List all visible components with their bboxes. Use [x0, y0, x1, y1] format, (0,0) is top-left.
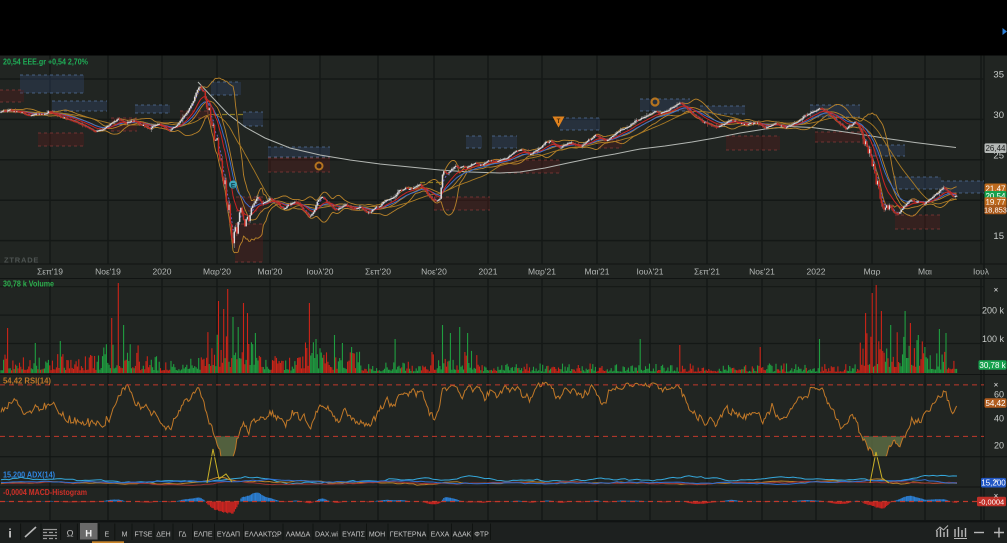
svg-text:ΦΤΡ: ΦΤΡ — [474, 532, 489, 539]
svg-text:18,853: 18,853 — [984, 206, 1007, 215]
svg-text:26,44: 26,44 — [985, 144, 1006, 153]
svg-text:Μαι'20: Μαι'20 — [258, 267, 283, 277]
svg-text:E: E — [231, 183, 236, 190]
svg-text:200 k: 200 k — [982, 305, 1005, 315]
svg-text:Νοε'19: Νοε'19 — [95, 267, 121, 277]
svg-text:Ε: Ε — [104, 532, 109, 539]
svg-text:Σεπ'21: Σεπ'21 — [694, 267, 720, 277]
svg-text:DAX.wi: DAX.wi — [315, 532, 338, 539]
svg-text:20,54: 20,54 — [985, 192, 1006, 201]
svg-text:21,47: 21,47 — [985, 184, 1006, 193]
svg-text:20: 20 — [994, 441, 1004, 451]
svg-text:Νοε'20: Νοε'20 — [421, 267, 447, 277]
svg-text:ΕΛΛΑΚΤΩΡ: ΕΛΛΑΚΤΩΡ — [244, 532, 282, 539]
svg-text:Σεπ'20: Σεπ'20 — [365, 267, 391, 277]
svg-text:60: 60 — [994, 390, 1004, 400]
svg-text:-0,0004 MACD-Histogram: -0,0004 MACD-Histogram — [3, 488, 87, 497]
svg-text:×: × — [994, 286, 999, 295]
svg-text:ZTRADE: ZTRADE — [4, 256, 39, 265]
svg-text:ΑΔΑΚ: ΑΔΑΚ — [453, 532, 472, 539]
svg-text:i: i — [8, 527, 11, 541]
svg-text:Ω: Ω — [66, 529, 73, 540]
svg-text:FTSE: FTSE — [135, 532, 153, 539]
svg-text:2021: 2021 — [479, 267, 498, 277]
svg-text:×: × — [994, 381, 999, 390]
svg-text:20,54 EEE.gr +0,54 2,70%: 20,54 EEE.gr +0,54 2,70% — [3, 57, 88, 67]
svg-text:2022: 2022 — [807, 267, 826, 277]
svg-text:ΛΑΜΔΑ: ΛΑΜΔΑ — [286, 532, 311, 539]
svg-text:Ιουλ'20: Ιουλ'20 — [306, 267, 333, 277]
svg-text:Η: Η — [85, 529, 92, 540]
svg-text:15,200: 15,200 — [981, 479, 1006, 488]
svg-text:100 k: 100 k — [982, 334, 1005, 344]
svg-text:ΕΥΑΠΣ: ΕΥΑΠΣ — [342, 532, 366, 539]
svg-text:Νοε'21: Νοε'21 — [749, 267, 775, 277]
svg-text:25: 25 — [993, 150, 1004, 161]
svg-text:Μαρ'20: Μαρ'20 — [203, 267, 231, 277]
svg-text:54,42 RSI(14): 54,42 RSI(14) — [3, 377, 51, 386]
svg-text:15,200 ADX(14): 15,200 ADX(14) — [3, 471, 55, 480]
svg-text:-0,0004: -0,0004 — [979, 498, 1004, 507]
svg-text:Ιουλ: Ιουλ — [973, 267, 990, 277]
svg-text:19,77: 19,77 — [985, 198, 1006, 207]
svg-text:35: 35 — [993, 70, 1004, 81]
svg-text:ΕΛΠΕ: ΕΛΠΕ — [193, 532, 212, 539]
svg-text:Μαι: Μαι — [918, 267, 932, 277]
svg-text:54,42: 54,42 — [985, 399, 1006, 408]
svg-text:ΓΔ: ΓΔ — [179, 532, 187, 539]
svg-text:ΔΕΗ: ΔΕΗ — [156, 532, 170, 539]
svg-text:ΕΛΧΑ: ΕΛΧΑ — [431, 532, 450, 539]
svg-text:Μαρ'21: Μαρ'21 — [528, 267, 556, 277]
svg-text:30,78 k: 30,78 k — [979, 361, 1006, 370]
svg-text:Ιουλ'21: Ιουλ'21 — [636, 267, 663, 277]
svg-text:Σεπ'19: Σεπ'19 — [37, 267, 63, 277]
svg-text:×: × — [994, 492, 999, 501]
svg-text:40: 40 — [994, 414, 1004, 424]
svg-text:Μαρ: Μαρ — [864, 267, 881, 277]
svg-text:2020: 2020 — [153, 267, 172, 277]
svg-text:Μ: Μ — [122, 532, 128, 539]
svg-text:ΜΟΗ: ΜΟΗ — [369, 532, 385, 539]
svg-text:30,78 k Volume: 30,78 k Volume — [3, 280, 54, 289]
svg-text:30: 30 — [993, 110, 1004, 121]
svg-text:T: T — [557, 119, 561, 125]
svg-text:ΕΥΔΑΠ: ΕΥΔΑΠ — [217, 532, 240, 539]
svg-text:15: 15 — [993, 231, 1004, 242]
svg-text:ΓΕΚΤΕΡΝΑ: ΓΕΚΤΕΡΝΑ — [390, 532, 427, 539]
svg-text:×: × — [994, 477, 999, 486]
svg-text:Μαι'21: Μαι'21 — [585, 267, 610, 277]
